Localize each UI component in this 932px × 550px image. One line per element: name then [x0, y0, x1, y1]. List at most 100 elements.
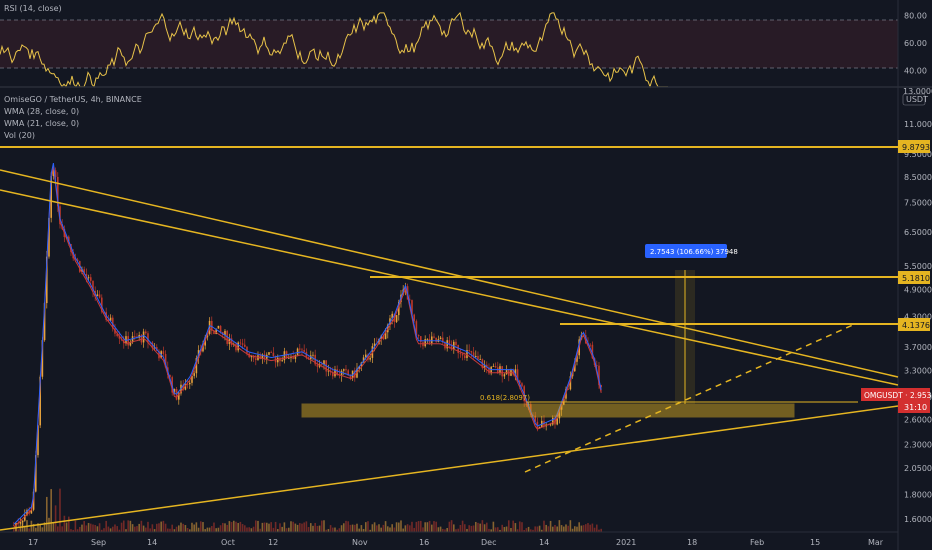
candle-body: [56, 176, 59, 207]
descending-trendline-2[interactable]: [0, 189, 899, 386]
candle-body: [296, 348, 299, 356]
fib-label: 0.618(2.8097): [480, 394, 530, 402]
volume-bar: [48, 517, 50, 532]
volume-bar: [499, 529, 501, 532]
volume-bar: [512, 520, 514, 532]
volume-bar: [371, 524, 374, 532]
volume-bar: [375, 525, 378, 532]
rsi-legend[interactable]: RSI (14, close): [4, 3, 62, 15]
volume-bar: [342, 523, 345, 532]
volume-bar: [61, 526, 63, 532]
volume-bar: [131, 524, 134, 532]
candle-body: [558, 409, 561, 419]
candle-body: [39, 376, 41, 426]
candle-body: [30, 509, 33, 514]
volume-bar: [226, 524, 228, 532]
volume-bar: [494, 527, 497, 532]
candle-body: [595, 365, 598, 366]
drawings[interactable]: 0.618(2.8097) 2.7543 (106.66%) 37948: [0, 146, 899, 531]
volume-bar: [81, 524, 83, 532]
volume-bar: [540, 529, 543, 532]
level-high-badge[interactable]: [898, 140, 930, 153]
volume-bar: [527, 526, 530, 532]
volume-bar: [358, 528, 360, 532]
price-axis[interactable]: 11.0000 9.5000 8.5000 7.5000 6.5000 5.5000 4.9…: [904, 120, 932, 524]
wma21-legend[interactable]: WMA (21, close, 0): [4, 119, 80, 128]
volume-bar: [63, 515, 66, 532]
volume-bar: [105, 520, 107, 532]
candle-body: [600, 385, 602, 388]
candle-body: [111, 317, 114, 329]
countdown-badge[interactable]: [898, 401, 930, 413]
currency-badge[interactable]: [902, 93, 926, 106]
volume-bar: [369, 529, 371, 532]
axis-price-labels[interactable]: 9.8793 5.1810 4.1376 OMGUSDT · 2.9530 31…: [861, 140, 932, 413]
measure-label-box[interactable]: [645, 244, 727, 258]
volume-bar: [34, 527, 37, 532]
volume-bar: [59, 488, 61, 532]
volume-bar: [307, 527, 310, 532]
time-axis[interactable]: 17 Sep 14 Oct 12 Nov 16 Dec 14 2021 18 Feb 15 Mar: [28, 538, 884, 547]
volume-bar: [534, 526, 536, 532]
volume-bar: [314, 522, 316, 532]
volume-bar: [294, 523, 297, 532]
volume-bar: [206, 527, 209, 532]
vol-legend[interactable]: Vol (20): [4, 131, 35, 140]
level-4-badge[interactable]: [898, 318, 930, 331]
price-tick-label: 4.3000: [904, 312, 932, 321]
current-price-badge[interactable]: [861, 388, 930, 401]
candle-body: [485, 364, 488, 368]
candle-body: [532, 414, 534, 416]
volume-bar: [411, 521, 413, 532]
candle-body: [83, 269, 85, 274]
volume-bar: [23, 525, 26, 532]
wma28-legend[interactable]: WMA (28, close, 0): [4, 107, 80, 116]
candle-body: [435, 337, 437, 342]
candle-body: [369, 357, 371, 360]
volume-bar: [217, 527, 220, 532]
volume-bar: [488, 528, 490, 532]
dashed-trendline[interactable]: [524, 323, 856, 473]
volume-bar: [433, 521, 435, 532]
candle-body: [358, 366, 360, 369]
volume-bar: [490, 529, 492, 532]
candle-body: [129, 342, 132, 346]
price-tick-label: 4.9000: [904, 286, 932, 295]
volume-bar: [426, 522, 429, 532]
volume-bar: [459, 525, 462, 532]
candle-body: [298, 348, 301, 350]
descending-trendline-1[interactable]: [0, 169, 899, 378]
candle-body: [461, 353, 464, 356]
ascending-trendline[interactable]: [0, 405, 899, 531]
candle-body: [320, 363, 323, 365]
volume-bar: [569, 520, 572, 532]
volume-bar: [312, 525, 314, 532]
volume-bar: [472, 525, 475, 532]
candle-body: [345, 369, 347, 371]
volume-bar: [259, 528, 261, 532]
volume-bar: [74, 520, 77, 532]
candle-body: [188, 382, 191, 385]
candle-body: [521, 383, 523, 387]
candle-body: [455, 341, 457, 345]
volume-bar: [114, 524, 116, 532]
candle-body: [23, 515, 26, 521]
volume-bar: [52, 522, 55, 532]
volume-bar: [98, 523, 101, 532]
support-zone[interactable]: [301, 403, 795, 418]
volume-bar: [514, 523, 517, 532]
time-tick-label: Oct: [221, 538, 235, 547]
volume-bar: [67, 516, 70, 532]
volume-bar: [327, 529, 330, 532]
volume-bar: [551, 526, 554, 532]
price-legend[interactable]: OmiseGO / TetherUS, 4h, BINANCE WMA (28,…: [4, 94, 142, 142]
volume-bar: [408, 525, 411, 532]
volume-bar: [92, 524, 94, 532]
volume-bar: [89, 523, 92, 532]
candle-body: [551, 417, 554, 425]
level-mid-badge[interactable]: [898, 271, 930, 284]
candle-body: [419, 336, 422, 343]
volume-bar: [17, 529, 19, 532]
time-tick-label: 17: [28, 538, 38, 547]
